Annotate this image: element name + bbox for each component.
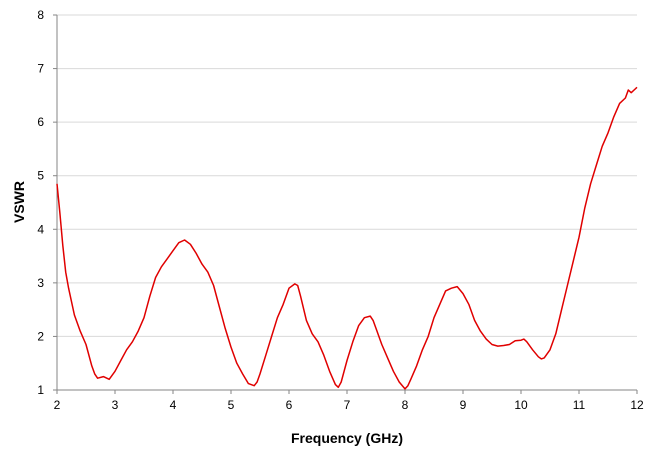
gridlines [57,14,637,337]
y-axis-title: VSWR [11,181,27,223]
x-axis-title: Frequency (GHz) [291,430,403,446]
x-tick-label-6: 6 [286,398,293,412]
x-tick-label-4: 4 [170,398,177,412]
y-tick-label-8: 8 [37,8,44,22]
x-tick-label-3: 3 [112,398,119,412]
x-tick-label-8: 8 [402,398,409,412]
x-tick-label-12: 12 [630,398,644,412]
y-tick-label-5: 5 [37,169,44,183]
axes [56,15,637,391]
y-tick-label-1: 1 [37,383,44,397]
x-tick-label-5: 5 [228,398,235,412]
x-tick-label-9: 9 [460,398,467,412]
tick-marks [53,14,638,394]
y-tick-label-7: 7 [37,62,44,76]
x-tick-labels: 2 3 4 5 6 7 8 9 10 11 12 [54,398,644,412]
series-layer [56,86,638,390]
y-tick-label-2: 2 [37,329,44,343]
y-tick-label-3: 3 [37,276,44,290]
x-tick-label-2: 2 [54,398,61,412]
y-tick-labels: 1 2 3 4 5 6 7 8 [37,8,44,397]
x-tick-label-10: 10 [514,398,528,412]
x-tick-label-11: 11 [573,398,586,412]
y-tick-label-6: 6 [37,115,44,129]
series-line-0 [56,86,638,390]
x-tick-label-7: 7 [344,398,351,412]
y-tick-label-4: 4 [37,222,44,236]
